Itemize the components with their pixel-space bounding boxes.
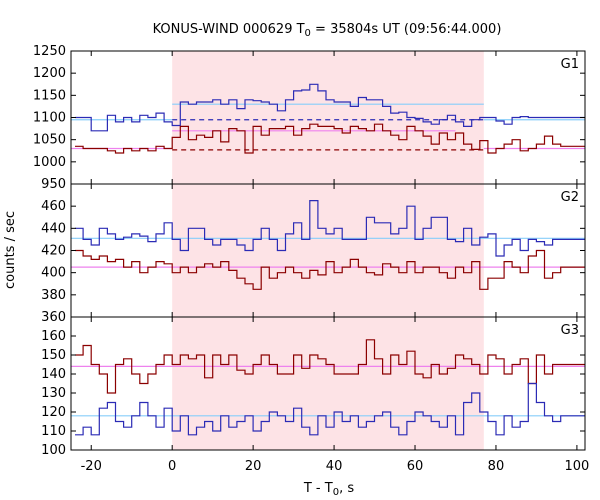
series-red [75,339,585,394]
x-tick-label: 20 [245,459,262,474]
y-tick-label: 360 [41,310,66,325]
y-tick-label: 400 [41,266,66,281]
y-tick-label: 460 [41,199,66,214]
y-tick-label: 140 [41,367,66,382]
panel-g3: 100 110 120 130 140 150 160 G3 [41,316,586,458]
y-tick-label: 100 [41,443,66,458]
panel-g1: 950 1000 1050 1100 1150 1200 1250 G1 [33,44,586,192]
x-tick-label: 0 [168,459,176,474]
series-blue [75,382,585,436]
series-red [75,123,585,154]
y-tick-label: 420 [41,244,66,259]
x-tick-label: 60 [407,459,424,474]
y-tick-label: 1000 [33,155,66,170]
y-axis-title: counts / sec [3,211,18,289]
y-tick-label: 110 [41,424,66,439]
x-tick-label: 100 [564,459,589,474]
y-tick-label: 1100 [33,111,66,126]
chart-title: KONUS-WIND 000629 T0 = 35804s UT (09:56:… [153,22,502,39]
y-tick-label: 1050 [33,133,66,148]
series-blue [75,83,585,132]
panel-label: G3 [561,323,579,338]
panels-group: 950100010501100115012001250G136038040042… [33,44,589,474]
series-blue [75,200,585,257]
y-tick-label: 160 [41,329,66,344]
panel-g2: 360 380 400 420 440 460 G2 [41,183,586,325]
y-tick-label: 950 [41,177,66,192]
shaded-interval [172,51,484,184]
panel-label: G1 [561,57,579,72]
series-red [75,249,585,290]
y-tick-label: 1150 [33,88,66,103]
y-tick-label: 380 [41,288,66,303]
x-tick-label: 40 [326,459,343,474]
shaded-interval [172,317,484,450]
y-tick-label: 1250 [33,44,66,59]
y-tick-label: 130 [41,386,66,401]
panel-frame [70,316,586,451]
y-tick-label: 1200 [33,66,66,81]
y-tick-label: 440 [41,221,66,236]
x-tick-label: 80 [488,459,505,474]
y-tick-label: 150 [41,348,66,363]
panel-label: G2 [561,190,579,205]
y-tick-label: 120 [41,405,66,420]
x-tick-label: -20 [81,459,102,474]
x-axis-title: T - T0, s [303,481,354,498]
shaded-interval [172,184,484,317]
